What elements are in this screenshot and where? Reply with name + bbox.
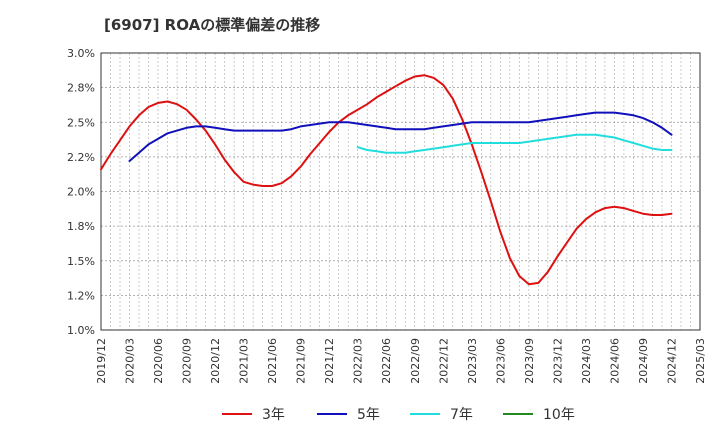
x-axis: 2019/12 2020/03 2020/06 2020/09 2020/12 2021/… (95, 338, 707, 384)
x-tick-label: 2022/09 (409, 338, 422, 384)
y-tick-label: 2.5% (67, 116, 95, 129)
x-tick-label: 2024/06 (608, 338, 621, 384)
y-tick-label: 2.0% (67, 186, 95, 199)
legend-label: 10年 (543, 407, 575, 423)
x-tick-label: 2022/12 (437, 338, 450, 384)
x-tick-label: 2020/03 (124, 338, 137, 384)
legend-label: 5年 (357, 407, 380, 423)
legend-label: 3年 (262, 407, 285, 423)
y-tick-label: 1.5% (67, 255, 95, 268)
series-line-3年 (100, 74, 673, 286)
x-tick-label: 2023/12 (551, 338, 564, 384)
y-tick-label: 1.8% (67, 220, 95, 233)
legend-label: 7年 (450, 407, 473, 423)
x-tick-label: 2022/03 (352, 338, 365, 384)
y-tick-label: 3.0% (67, 47, 95, 60)
x-tick-label: 2022/06 (380, 338, 393, 384)
grid-lines (101, 52, 700, 331)
x-tick-label: 2023/09 (523, 338, 536, 384)
x-tick-label: 2024/03 (580, 338, 593, 384)
legend: 3年 5年 7年 10年 (222, 407, 575, 423)
series-layer (100, 74, 673, 286)
x-tick-label: 2024/12 (665, 338, 678, 384)
series-line-7年 (356, 133, 673, 154)
x-tick-label: 2023/06 (494, 338, 507, 384)
y-tick-label: 2.8% (67, 82, 95, 95)
x-tick-label: 2020/09 (181, 338, 194, 384)
y-tick-label: 1.2% (67, 289, 95, 302)
x-tick-label: 2021/06 (266, 338, 279, 384)
x-tick-label: 2021/09 (295, 338, 308, 384)
x-tick-label: 2023/03 (466, 338, 479, 384)
x-tick-label: 2020/06 (152, 338, 165, 384)
y-tick-label: 2.2% (67, 151, 95, 164)
x-tick-label: 2020/12 (209, 338, 222, 384)
x-tick-label: 2019/12 (95, 338, 108, 384)
x-tick-label: 2021/03 (238, 338, 251, 384)
y-axis: 1.0% 1.2% 1.5% 1.8% 2.0% 2.2% 2.5% 2.8% 3.0% (67, 47, 95, 337)
x-tick-label: 2024/09 (637, 338, 650, 384)
series-line-5年 (128, 111, 673, 162)
plot-frame (100, 52, 701, 331)
y-tick-label: 1.0% (67, 324, 95, 337)
x-tick-label: 2021/12 (323, 338, 336, 384)
x-tick-label: 2025/03 (694, 338, 707, 384)
chart-title: [6907] ROAの標準偏差の推移 (104, 16, 321, 34)
